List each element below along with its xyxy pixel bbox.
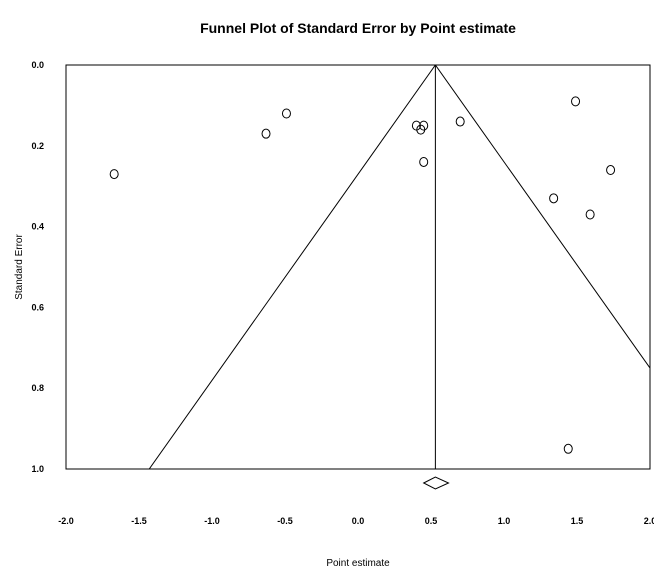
data-point <box>419 120 429 131</box>
data-point <box>281 108 291 119</box>
x-tick-labels: -2.0 -1.5 -1.0 -0.5 0.0 0.5 1.0 1.5 2.0 <box>58 516 654 526</box>
x-tick-label: 2.0 <box>644 516 654 526</box>
data-point <box>261 128 271 139</box>
chart-title: Funnel Plot of Standard Error by Point e… <box>200 20 516 36</box>
y-tick-label: 0.4 <box>31 222 44 232</box>
x-tick-label: -1.0 <box>204 516 220 526</box>
x-tick-label: -1.5 <box>131 516 147 526</box>
x-tick-label: -2.0 <box>58 516 74 526</box>
x-axis-label: Point estimate <box>326 558 390 569</box>
funnel-lines <box>148 65 650 469</box>
y-tick-label: 0.6 <box>31 302 44 312</box>
funnel-left-line <box>148 65 436 469</box>
data-point <box>571 96 581 107</box>
x-tick-label: 1.5 <box>571 516 584 526</box>
data-point <box>606 165 616 176</box>
y-tick-label: 0.8 <box>31 383 44 393</box>
summary-diamond <box>422 476 450 490</box>
data-point <box>455 116 465 127</box>
x-tick-label: -0.5 <box>277 516 293 526</box>
y-tick-label: 1.0 <box>31 464 44 474</box>
funnel-right-line <box>434 65 650 369</box>
data-point <box>109 169 119 180</box>
x-tick-label: 1.0 <box>498 516 511 526</box>
x-tick-label: 0.0 <box>352 516 365 526</box>
plot-frame <box>65 64 651 470</box>
y-tick-label: 0.2 <box>31 141 44 151</box>
data-point <box>419 156 429 167</box>
data-point <box>563 443 573 454</box>
y-tick-labels: 0.0 0.2 0.4 0.6 0.8 1.0 <box>31 60 44 474</box>
data-points <box>109 96 616 454</box>
data-point <box>549 193 559 204</box>
x-tick-label: 0.5 <box>425 516 438 526</box>
y-tick-label: 0.0 <box>31 60 44 70</box>
data-point <box>585 209 595 220</box>
y-axis-label: Standard Error <box>14 234 25 300</box>
